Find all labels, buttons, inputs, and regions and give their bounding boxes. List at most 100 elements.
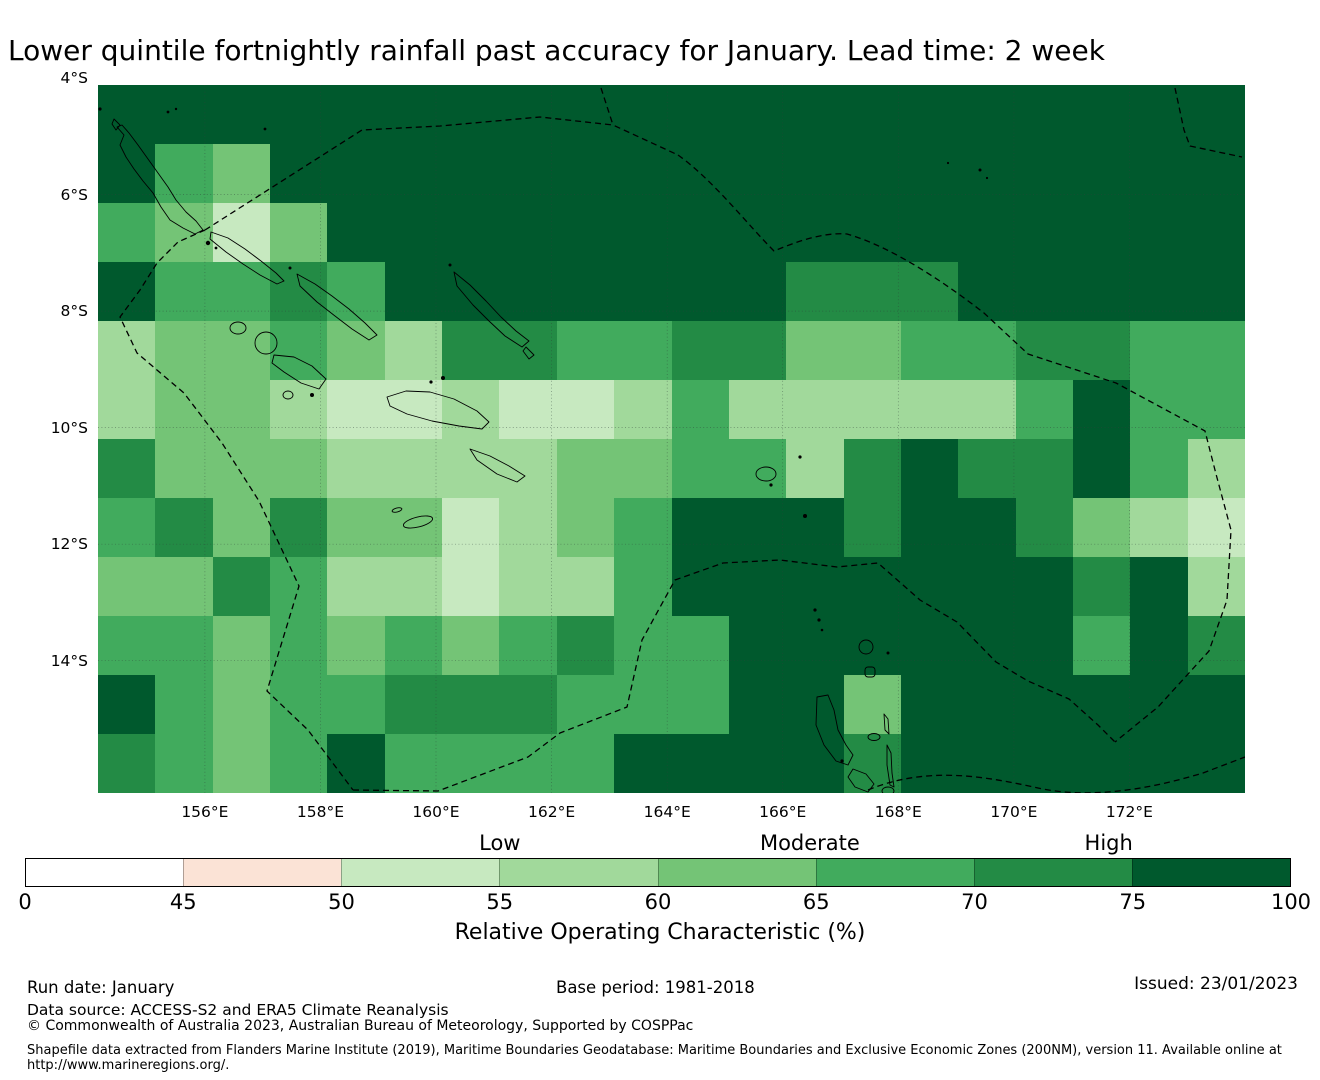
- heatmap-cell: [614, 439, 672, 499]
- heatmap-cell: [1015, 675, 1074, 735]
- heatmap-cell: [728, 498, 787, 558]
- heatmap-cell: [384, 616, 443, 676]
- heatmap-cell: [728, 557, 787, 617]
- heatmap-cell: [442, 144, 500, 204]
- heatmap-cell: [155, 85, 214, 145]
- lat-tick-label: 10°S: [50, 418, 88, 437]
- heatmap-cell: [1072, 557, 1131, 617]
- heatmap-cell: [900, 144, 959, 204]
- colorbar-tick-label: 0: [18, 890, 32, 914]
- heatmap-cell: [212, 734, 271, 793]
- colorbar-tick-label: 60: [644, 890, 672, 914]
- colorbar-tick-label: 100: [1270, 890, 1312, 914]
- heatmap-cell: [728, 675, 787, 735]
- heatmap-cell: [958, 616, 1017, 676]
- heatmap-cell: [1130, 734, 1189, 793]
- chart-title: Lower quintile fortnightly rainfall past…: [8, 34, 1105, 67]
- heatmap-cell: [1015, 557, 1074, 617]
- heatmap-cell: [384, 557, 443, 617]
- heatmap-cell: [1187, 85, 1245, 145]
- heatmap-cell: [270, 321, 328, 381]
- heatmap-cell: [327, 557, 386, 617]
- heatmap-cell: [499, 262, 558, 322]
- heatmap-cell: [556, 203, 615, 263]
- heatmap-cell: [212, 675, 271, 735]
- heatmap-cells: [98, 85, 1245, 793]
- heatmap-cell: [327, 616, 386, 676]
- heatmap-cell: [728, 439, 787, 499]
- lat-tick-label: 12°S: [50, 535, 88, 554]
- heatmap-cell: [671, 557, 730, 617]
- heatmap-cell: [155, 380, 214, 440]
- heatmap-cell: [1072, 734, 1131, 793]
- heatmap-cell: [499, 616, 558, 676]
- heatmap-cell: [155, 439, 214, 499]
- heatmap-cell: [442, 734, 500, 793]
- lat-tick-label: 6°S: [60, 185, 88, 204]
- heatmap-cell: [499, 144, 558, 204]
- heatmap-cell: [1130, 144, 1189, 204]
- heatmap-cell: [556, 439, 615, 499]
- colorbar-label: Relative Operating Characteristic (%): [454, 920, 866, 945]
- heatmap-cell: [900, 203, 959, 263]
- heatmap-cell: [499, 557, 558, 617]
- heatmap-cell: [499, 85, 558, 145]
- heatmap-cell: [614, 380, 672, 440]
- graticule-lines: [98, 85, 1245, 793]
- colorbar-segment: [973, 859, 1132, 886]
- heatmap-cell: [1130, 262, 1189, 322]
- colorbar-tick-label: 65: [802, 890, 830, 914]
- heatmap-cell: [900, 85, 959, 145]
- heatmap-cell: [900, 321, 959, 381]
- heatmap-cell: [843, 439, 902, 499]
- heatmap-cell: [212, 262, 271, 322]
- heatmap-cell: [499, 321, 558, 381]
- heatmap-cell: [1015, 734, 1074, 793]
- lon-tick-label: 158°E: [296, 803, 345, 821]
- heatmap-cell: [958, 262, 1017, 322]
- heatmap-cell: [442, 675, 500, 735]
- heatmap-cell: [98, 439, 156, 499]
- heatmap-cell: [786, 380, 845, 440]
- heatmap-cell: [155, 262, 214, 322]
- heatmap-cell: [556, 380, 615, 440]
- heatmap-cell: [958, 144, 1017, 204]
- lon-tick-label: 162°E: [528, 803, 576, 821]
- heatmap-cell: [1187, 734, 1245, 793]
- heatmap-cell: [1015, 144, 1074, 204]
- heatmap-cell: [212, 380, 271, 440]
- heatmap-cell: [270, 439, 328, 499]
- heatmap-cell: [614, 616, 672, 676]
- heatmap-cell: [1187, 321, 1245, 381]
- heatmap-cell: [327, 498, 386, 558]
- heatmap-cell: [270, 616, 328, 676]
- heatmap-cell: [212, 439, 271, 499]
- heatmap-cell: [1187, 498, 1245, 558]
- heatmap-cell: [98, 262, 156, 322]
- heatmap-cell: [958, 439, 1017, 499]
- map-overlay: [98, 85, 1245, 793]
- heatmap-cell: [327, 675, 386, 735]
- heatmap-cell: [384, 321, 443, 381]
- heatmap-cell: [786, 262, 845, 322]
- heatmap-cell: [155, 321, 214, 381]
- heatmap-cell: [270, 203, 328, 263]
- lon-tick-label: 156°E: [181, 803, 229, 821]
- heatmap-cell: [556, 498, 615, 558]
- heatmap-cell: [1187, 203, 1245, 263]
- heatmap-cell: [728, 380, 787, 440]
- heatmap-cell: [384, 675, 443, 735]
- heatmap-cell: [671, 380, 730, 440]
- colorbar-segment: [183, 859, 342, 886]
- heatmap-cell: [728, 144, 787, 204]
- heatmap-cell: [556, 557, 615, 617]
- lon-tick-label: 172°E: [1105, 803, 1153, 821]
- heatmap-cell: [900, 262, 959, 322]
- heatmap-cell: [786, 203, 845, 263]
- heatmap-cell: [786, 734, 845, 793]
- heatmap-cell: [1130, 321, 1189, 381]
- heatmap-cell: [556, 616, 615, 676]
- heatmap-cell: [155, 557, 214, 617]
- heatmap-cell: [900, 675, 959, 735]
